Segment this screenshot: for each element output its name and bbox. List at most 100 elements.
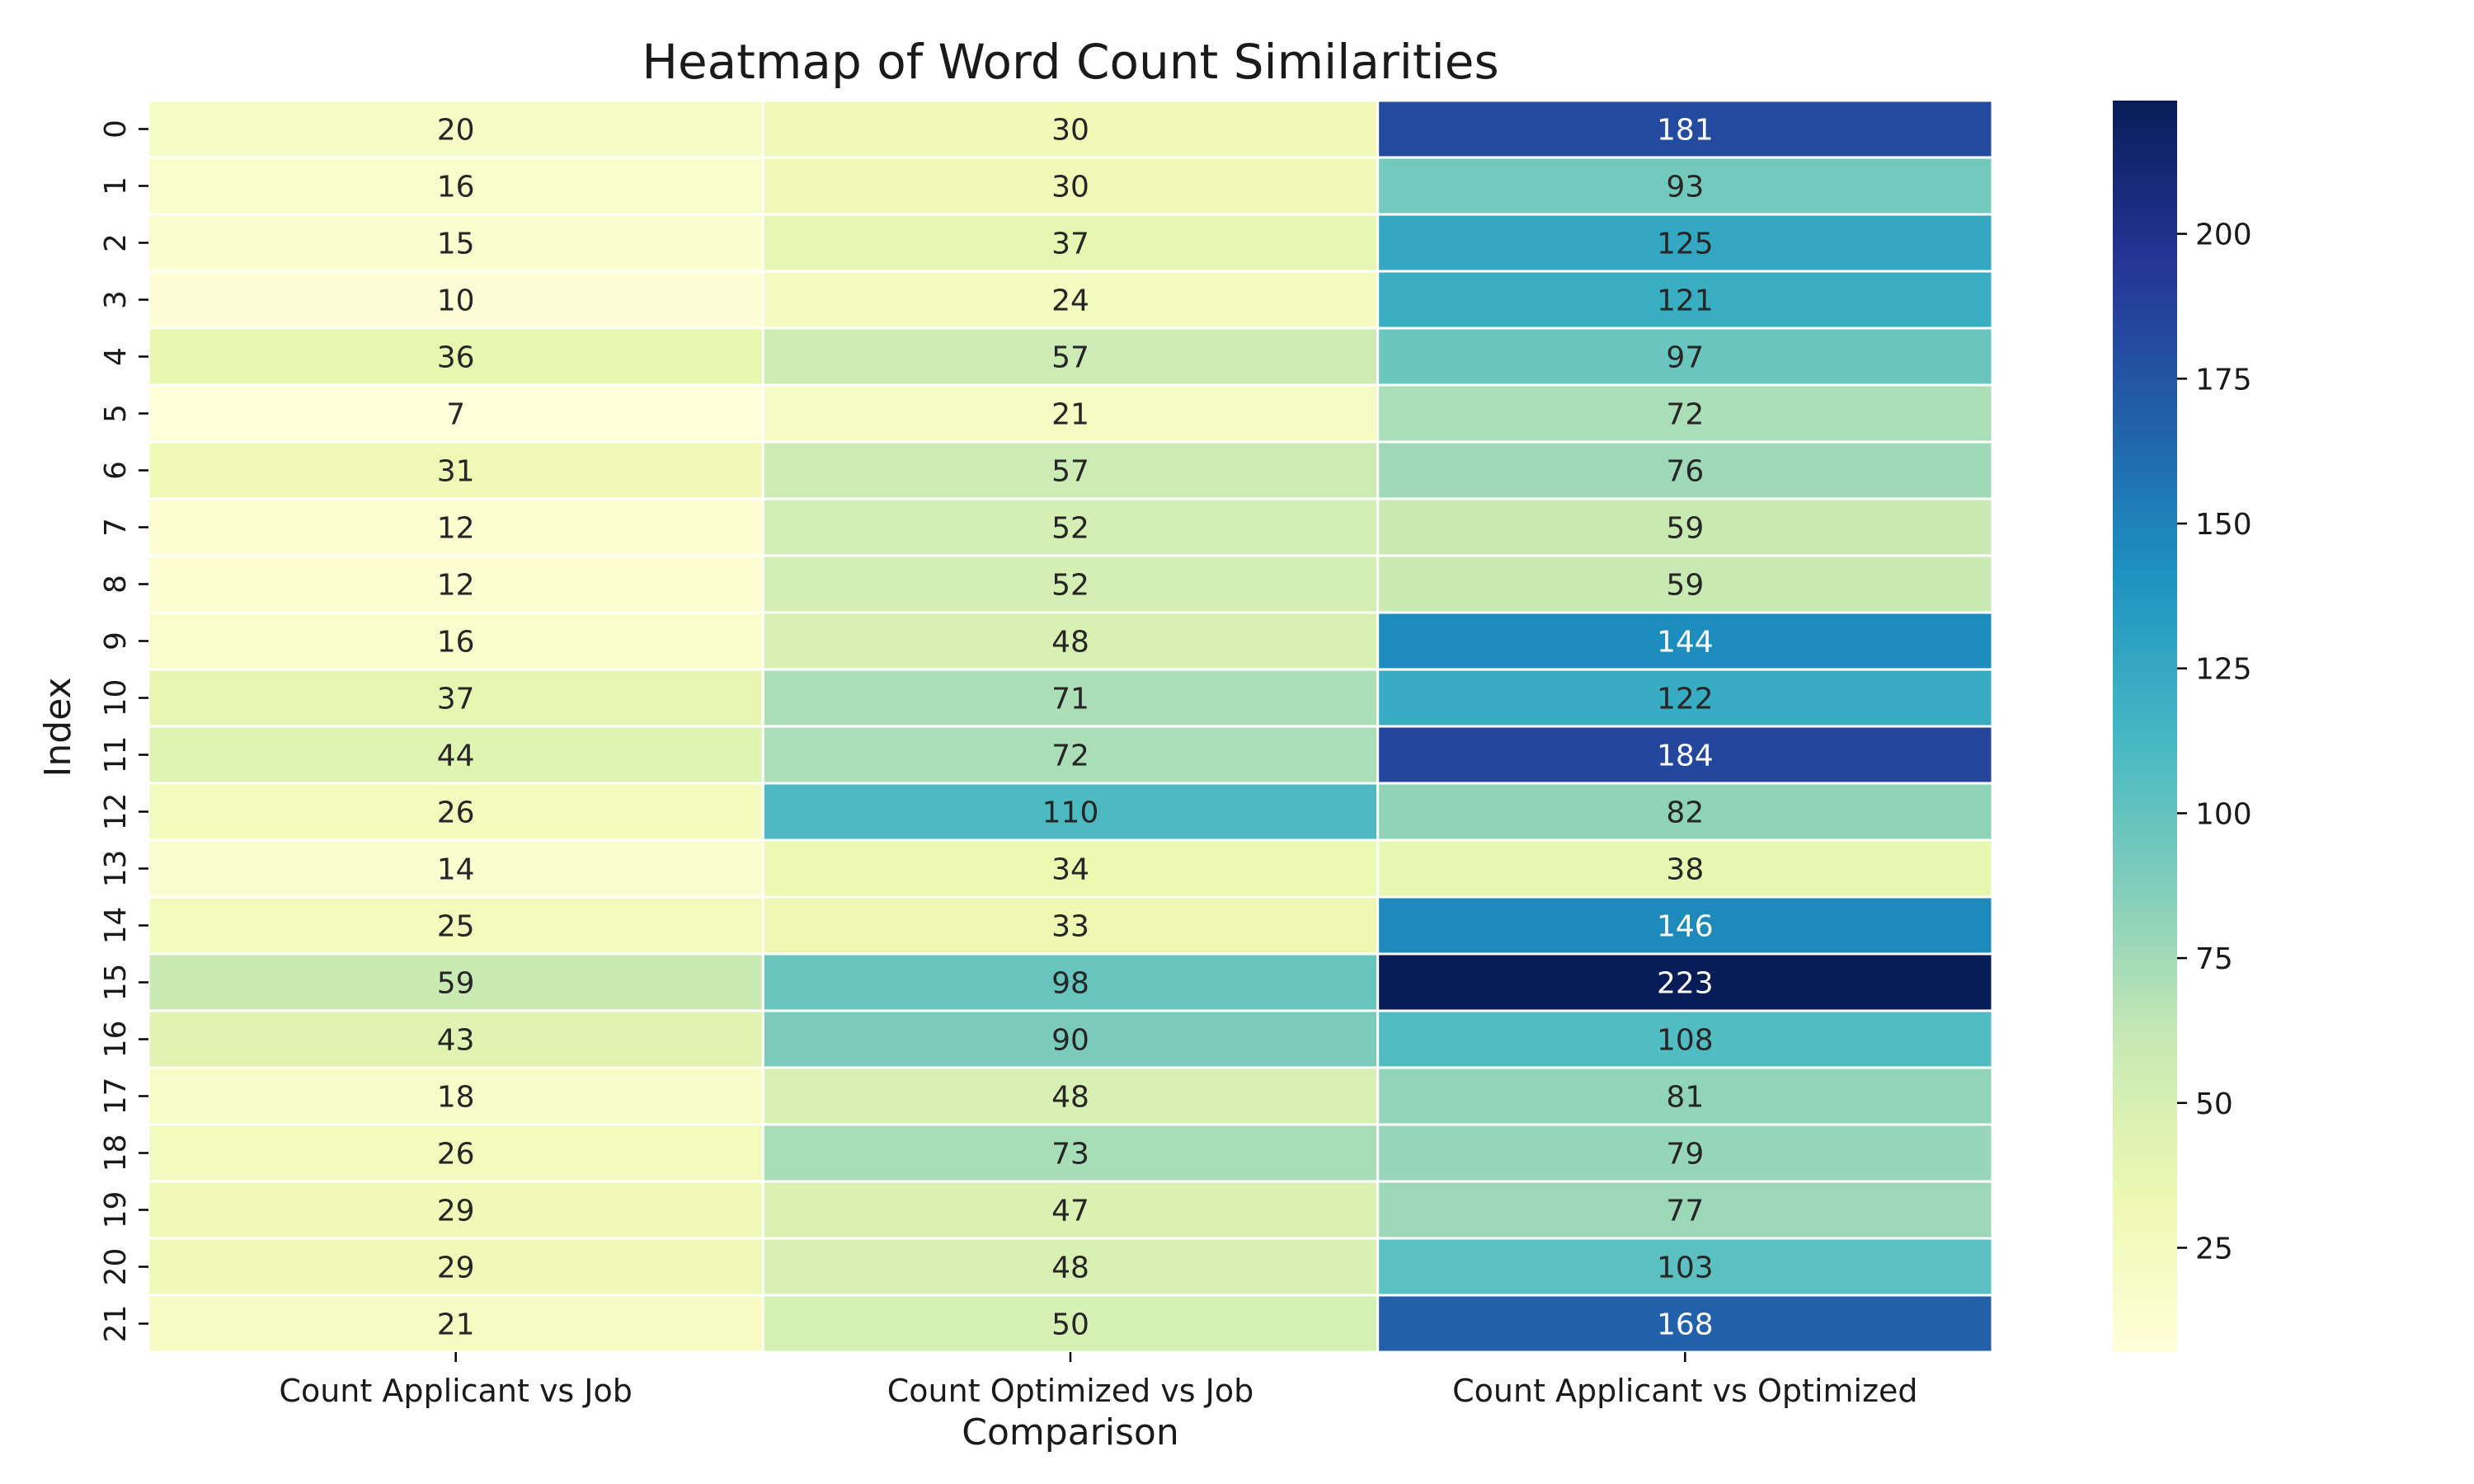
y-tick-label: 16 <box>99 1021 133 1059</box>
cell-value-label: 59 <box>437 967 475 1001</box>
cell-value-label: 15 <box>437 228 475 261</box>
heatmap-cell <box>761 326 1380 387</box>
heatmap-cell <box>761 1066 1380 1126</box>
cell-value-label: 21 <box>1051 398 1089 432</box>
cell-value-label: 122 <box>1657 683 1714 716</box>
y-tick-label: 21 <box>99 1305 133 1343</box>
cell-value-label: 20 <box>437 114 475 148</box>
heatmap-cell <box>147 895 764 956</box>
cell-value-label: 12 <box>437 512 475 546</box>
y-tick-label: 0 <box>99 120 133 139</box>
y-axis-label: Index <box>37 677 79 777</box>
x-tick-label: Count Optimized vs Job <box>887 1373 1253 1409</box>
cell-value-label: 79 <box>1666 1138 1704 1172</box>
cell-value-label: 16 <box>437 626 475 660</box>
colorbar-tick-label: 125 <box>2195 653 2252 687</box>
cell-value-label: 44 <box>437 740 475 773</box>
heatmap-cell <box>147 782 764 842</box>
cell-value-label: 144 <box>1657 626 1714 660</box>
cell-value-label: 47 <box>1051 1195 1089 1228</box>
cell-value-label: 34 <box>1051 853 1089 887</box>
colorbar-tick-label: 150 <box>2195 508 2252 542</box>
cell-value-label: 57 <box>1051 455 1089 489</box>
heatmap-cell <box>761 383 1380 444</box>
cell-value-label: 125 <box>1657 228 1714 261</box>
y-tick-label: 5 <box>99 404 133 423</box>
cell-value-label: 21 <box>437 1308 475 1342</box>
chart-title: Heatmap of Word Count Similarities <box>642 34 1498 90</box>
colorbar-tick-label: 25 <box>2195 1233 2233 1266</box>
cell-value-label: 48 <box>1051 1081 1089 1115</box>
cell-value-label: 25 <box>437 910 475 944</box>
heatmap-cell <box>147 1009 764 1069</box>
cell-value-label: 98 <box>1051 967 1089 1001</box>
heatmap-cell <box>761 1009 1380 1069</box>
cell-value-label: 59 <box>1666 512 1704 546</box>
heatmap-cell <box>761 611 1380 671</box>
cell-value-label: 97 <box>1666 341 1704 375</box>
heatmap-cells <box>147 99 1994 1354</box>
cell-value-label: 72 <box>1666 398 1704 432</box>
heatmap-cell <box>1376 270 1994 330</box>
heatmap-cell <box>1376 440 1994 500</box>
y-tick-label: 10 <box>99 679 133 717</box>
cell-value-label: 57 <box>1051 341 1089 375</box>
cell-value-label: 50 <box>1051 1308 1089 1342</box>
cell-value-label: 82 <box>1666 796 1704 830</box>
cell-value-label: 81 <box>1666 1081 1704 1115</box>
heatmap-cell <box>1376 1009 1994 1069</box>
cell-value-label: 52 <box>1051 512 1089 546</box>
cell-value-label: 168 <box>1657 1308 1714 1342</box>
heatmap-cell <box>761 440 1380 500</box>
cell-value-label: 10 <box>437 284 475 318</box>
colorbar-tick-label: 50 <box>2195 1087 2233 1121</box>
heatmap-cell <box>1376 952 1994 1012</box>
heatmap-cell <box>147 497 764 557</box>
heatmap-cell <box>1376 1294 1994 1354</box>
heatmap-cell <box>761 952 1380 1012</box>
cell-value-label: 71 <box>1051 683 1089 716</box>
heatmap-cell <box>147 668 764 728</box>
cell-value-label: 16 <box>437 171 475 204</box>
y-tick-label: 17 <box>99 1078 133 1115</box>
cell-value-label: 36 <box>437 341 475 375</box>
cell-value-label: 223 <box>1657 967 1714 1001</box>
heatmap-cell <box>147 270 764 330</box>
y-tick-label: 2 <box>99 233 133 252</box>
y-tick-label: 20 <box>99 1248 133 1286</box>
heatmap-cell <box>147 611 764 671</box>
cell-value-label: 48 <box>1051 626 1089 660</box>
y-tick-label: 11 <box>99 736 133 774</box>
cell-value-label: 26 <box>437 1138 475 1172</box>
y-tick-label: 3 <box>99 290 133 309</box>
colorbar-tick-label: 75 <box>2195 942 2233 976</box>
cell-value-label: 52 <box>1051 569 1089 603</box>
cell-value-label: 24 <box>1051 284 1089 318</box>
cell-value-label: 14 <box>437 853 475 887</box>
cell-value-label: 103 <box>1657 1252 1714 1285</box>
heatmap-cell <box>761 497 1380 557</box>
heatmap-cell <box>1376 611 1994 671</box>
cell-value-label: 7 <box>446 398 465 432</box>
colorbar-tick-label: 200 <box>2195 218 2252 252</box>
heatmap-cell <box>761 1180 1380 1240</box>
cell-value-label: 93 <box>1666 171 1704 204</box>
y-tick-label: 15 <box>99 964 133 1002</box>
y-tick-label: 14 <box>99 907 133 945</box>
y-tick-label: 4 <box>99 347 133 366</box>
cell-value-label: 18 <box>437 1081 475 1115</box>
heatmap-cell <box>147 99 764 159</box>
heatmap-cell <box>1376 497 1994 557</box>
heatmap-cell <box>147 838 764 899</box>
heatmap-cell <box>1376 1066 1994 1126</box>
cell-value-label: 110 <box>1042 796 1099 830</box>
y-tick-label: 13 <box>99 850 133 888</box>
heatmap-cell <box>1376 554 1994 614</box>
cell-value-label: 108 <box>1657 1024 1714 1058</box>
cell-value-label: 38 <box>1666 853 1704 887</box>
cell-value-label: 77 <box>1666 1195 1704 1228</box>
y-tick-label: 9 <box>99 632 133 650</box>
y-tick-label: 1 <box>99 176 133 195</box>
cell-value-label: 43 <box>437 1024 475 1058</box>
